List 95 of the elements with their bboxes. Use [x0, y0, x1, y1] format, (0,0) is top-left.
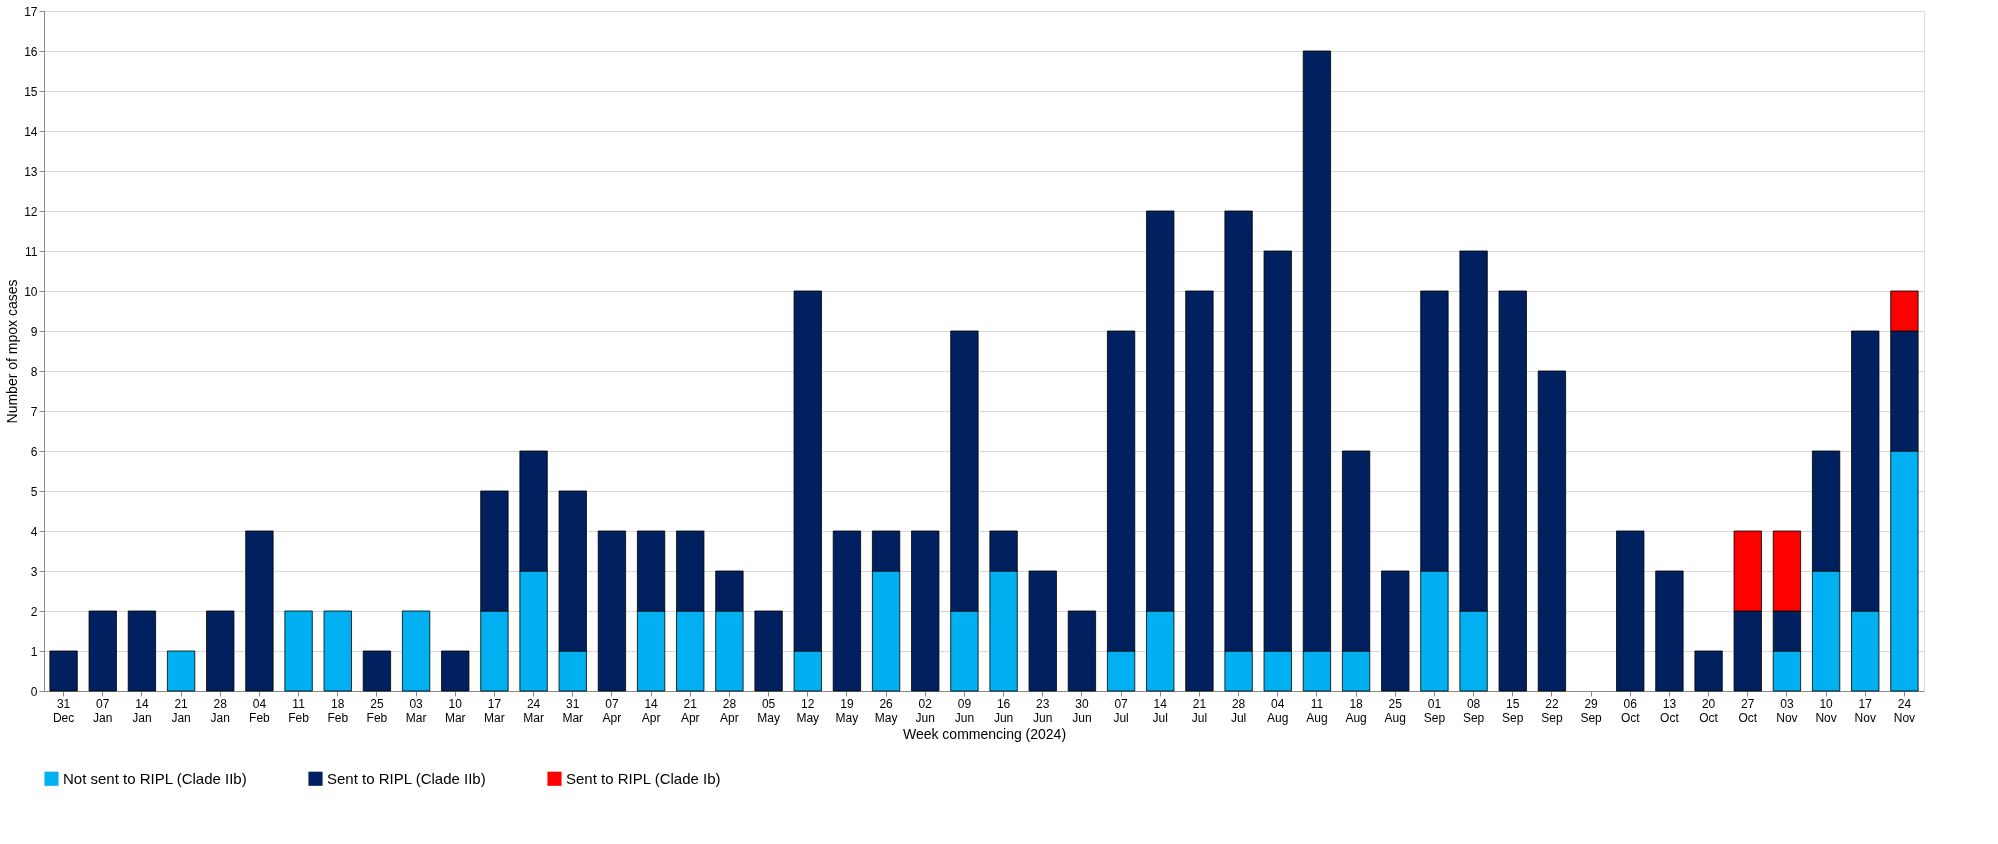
x-tick-label: 19 May: [835, 696, 859, 725]
y-axis-title: Number of mpox cases: [4, 279, 21, 424]
x-tick-label: 10 Nov: [1815, 696, 1837, 725]
bar: [1185, 290, 1214, 692]
bar: [597, 530, 627, 692]
x-tick-label: 03 Mar: [405, 696, 427, 725]
bar: [88, 610, 117, 692]
y-tick-label: 4: [30, 524, 38, 539]
x-tick-label: 07 Jan: [93, 696, 113, 725]
x-tick-label: 24 Nov: [1893, 696, 1916, 725]
y-tick-label: 6: [30, 444, 38, 459]
x-axis-title: Week commencing (2024): [902, 725, 1067, 742]
x-tick-label: 03 Nov: [1776, 696, 1798, 725]
x-tick-label: 25 Aug: [1384, 696, 1406, 725]
x-tick-label: 11 Feb: [288, 696, 310, 725]
y-tick-label: 10: [24, 284, 38, 299]
bar: [832, 530, 862, 692]
x-tick-label: 31 Dec: [52, 696, 75, 725]
x-tick-label: 16 Jun: [993, 696, 1014, 725]
y-tick-label: 5: [30, 484, 38, 499]
x-tick-label: 29 Sep: [1580, 696, 1603, 725]
bar: [1381, 570, 1410, 692]
y-tick-label: 1: [30, 644, 38, 659]
x-tick-label: 04 Feb: [249, 696, 271, 725]
y-tick-label: 0: [30, 684, 38, 699]
x-tick-label: 07 Jul: [1113, 696, 1129, 725]
x-tick-label: 26 May: [874, 696, 898, 725]
bar: [401, 610, 431, 692]
y-tick-label: 16: [24, 44, 38, 59]
y-tick-label: 3: [30, 564, 38, 579]
y-tick-label: 2: [30, 604, 38, 619]
x-tick-label: 28 Apr: [720, 696, 739, 725]
bar: [1498, 290, 1527, 692]
x-tick-label: 27 Oct: [1738, 696, 1758, 725]
y-tick-label: 8: [30, 364, 38, 379]
bar: [441, 650, 470, 692]
bar: [1694, 650, 1723, 692]
x-tick-label: 14 Jul: [1152, 696, 1168, 725]
x-tick-label: 06 Oct: [1620, 696, 1641, 725]
bar: [166, 650, 196, 692]
bar: [284, 610, 313, 692]
x-tick-label: 22 Sep: [1541, 696, 1563, 725]
legend-label: Sent to RIPL (Clade Ib): [566, 769, 721, 787]
x-tick-label: 11 Aug: [1306, 696, 1328, 725]
x-tick-label: 12 May: [796, 696, 820, 725]
bar: [49, 650, 78, 692]
x-tick-label: 18 Feb: [327, 696, 349, 725]
y-tick-label: 11: [25, 244, 38, 259]
x-tick-label: 05 May: [757, 696, 780, 725]
x-tick-label: 04 Aug: [1267, 696, 1289, 725]
x-tick-label: 30 Jun: [1072, 696, 1092, 725]
x-tick-label: 10 Mar: [444, 696, 466, 725]
bar: [127, 610, 157, 692]
x-tick-label: 25 Feb: [366, 696, 388, 725]
x-tick-label: 08 Sep: [1462, 696, 1485, 725]
bar: [206, 610, 235, 692]
x-tick-label: 07 Apr: [602, 696, 622, 725]
x-tick-label: 17 Mar: [484, 696, 505, 725]
x-tick-label: 02 Jun: [915, 696, 935, 725]
y-tick-label: 14: [24, 124, 38, 139]
bar: [323, 610, 352, 692]
x-tick-label: 21 Jan: [171, 696, 191, 725]
bar: [362, 650, 392, 692]
bar: [1655, 570, 1684, 692]
bar: [245, 530, 274, 692]
x-tick-label: 09 Jun: [954, 696, 975, 725]
x-tick-label: 28 Jul: [1230, 696, 1247, 725]
x-tick-label: 01 Sep: [1423, 696, 1446, 725]
bar: [1028, 570, 1057, 692]
x-tick-label: 18 Aug: [1345, 696, 1367, 725]
x-tick-label: 15 Sep: [1502, 696, 1524, 725]
x-tick-label: 21 Apr: [680, 696, 700, 725]
x-tick-label: 24 Mar: [523, 696, 544, 725]
x-tick-label: 13 Oct: [1660, 696, 1680, 725]
y-tick-label: 15: [24, 84, 38, 99]
x-tick-label: 23 Jun: [1033, 696, 1053, 725]
x-tick-label: 28 Jan: [210, 696, 230, 725]
bar: [911, 530, 940, 692]
y-tick-label: 9: [30, 324, 38, 339]
y-tick-label: 12: [24, 204, 38, 219]
bar: [1067, 610, 1097, 692]
y-tick-label: 7: [30, 404, 38, 419]
y-tick-label: 13: [24, 164, 38, 179]
bar: [1537, 370, 1567, 692]
x-tick-label: 20 Oct: [1699, 696, 1719, 725]
legend-label: Not sent to RIPL (Clade IIb): [63, 769, 247, 787]
x-tick-label: 14 Jan: [132, 696, 152, 725]
bar: [1616, 530, 1645, 692]
x-tick-label: 21 Jul: [1191, 696, 1208, 725]
x-tick-label: 31 Mar: [562, 696, 584, 725]
bar: [754, 610, 783, 692]
y-tick-label: 17: [24, 4, 38, 19]
legend-label: Sent to RIPL (Clade IIb): [327, 769, 486, 787]
x-tick-label: 14 Apr: [641, 696, 661, 725]
x-tick-label: 17 Nov: [1854, 696, 1876, 725]
